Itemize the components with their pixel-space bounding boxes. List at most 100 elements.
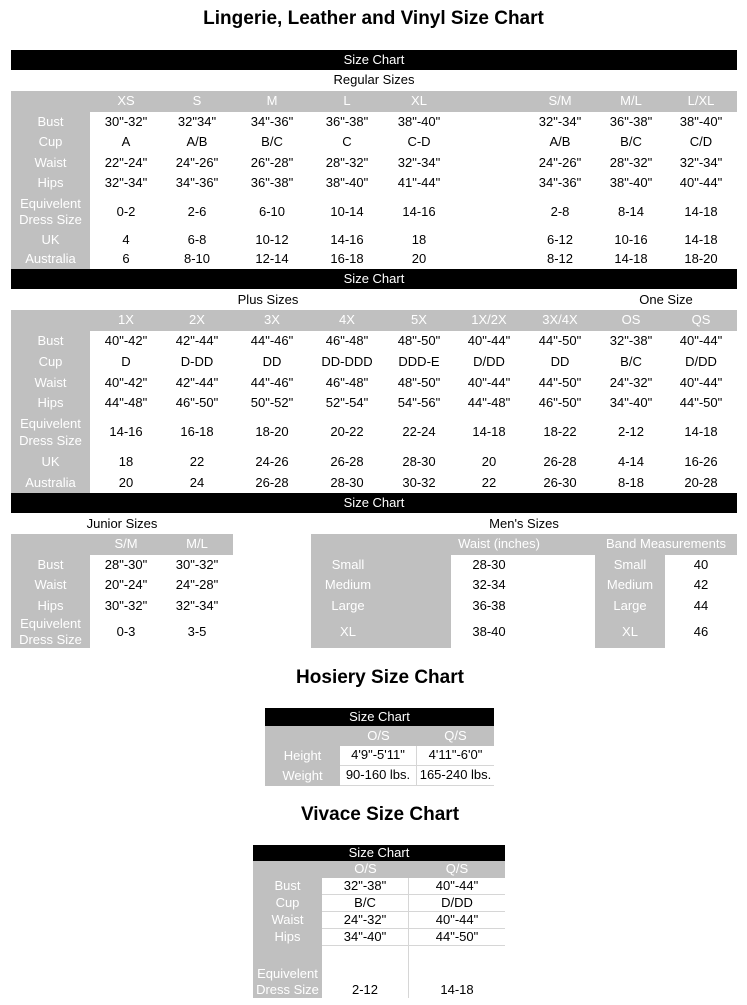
table-cell: D-DD xyxy=(180,354,214,370)
table-cell: 22 xyxy=(481,475,497,491)
table-cell: 40"-44" xyxy=(409,878,505,895)
table-cell: 44 xyxy=(693,597,709,613)
table-cell: C-D xyxy=(407,134,431,150)
table-cell: 42"-44" xyxy=(175,333,219,349)
table-cell: A xyxy=(121,134,131,150)
row-label: Hips xyxy=(274,929,301,945)
table-cell: 4'11"-6'0" xyxy=(417,746,494,766)
table-cell: 46 xyxy=(693,623,709,639)
table-cell: 16-26 xyxy=(684,454,718,470)
table-cell xyxy=(454,173,524,194)
table-cell: 38"-40" xyxy=(679,113,723,129)
table-cell: 14-18 xyxy=(614,251,648,267)
table-cell: 14-16 xyxy=(402,203,436,219)
table-cell: 52"-54" xyxy=(325,395,369,411)
table-cell: 44"-48" xyxy=(467,395,511,411)
table-cell: 46"-50" xyxy=(175,395,219,411)
table-cell: 36"-38" xyxy=(609,113,653,129)
table-cell: 24-26 xyxy=(255,454,289,470)
row-label: XL xyxy=(340,623,356,639)
table-cell: 54"-56" xyxy=(397,395,441,411)
mens-waist-column xyxy=(451,555,595,648)
table-cell: C xyxy=(342,134,352,150)
table-cell: 40"-42" xyxy=(104,333,148,349)
table-cell: 28"-32" xyxy=(609,154,653,170)
column-header: Q/S xyxy=(444,727,467,743)
table-cell: 36-38 xyxy=(472,597,506,613)
header-row-regular xyxy=(11,91,737,112)
table-cell: 36"-38" xyxy=(250,175,294,191)
table-cell: B/C xyxy=(620,134,642,150)
section-heading-regular: Regular Sizes xyxy=(333,72,415,88)
table-cell: 24"-28" xyxy=(175,577,219,593)
column-header-waist: Waist (inches) xyxy=(458,536,540,552)
column-header: S/M xyxy=(548,93,572,109)
table-cell: 16-18 xyxy=(180,424,214,440)
column-header: S xyxy=(192,93,202,109)
column-header: M/L xyxy=(620,93,642,109)
table-cell: 34"-36" xyxy=(250,113,294,129)
table-cell: 4'9"-5'11" xyxy=(340,746,417,766)
row-label: Waist xyxy=(34,154,67,170)
table-cell: 2-6 xyxy=(187,203,207,219)
table-cell: 14-18 xyxy=(472,424,506,440)
table-cell: 32"-38" xyxy=(609,333,653,349)
table-cell: 26-28 xyxy=(543,454,577,470)
table-cell: 18 xyxy=(118,454,134,470)
label-column-junior xyxy=(11,555,90,648)
table-cell: DD xyxy=(262,354,282,370)
row-label: Cup xyxy=(38,354,63,370)
label-column-vivace xyxy=(253,878,322,998)
table-cell: 20 xyxy=(411,251,427,267)
row-label: Equivelent Dress Size xyxy=(256,965,319,997)
column-header: XL xyxy=(411,93,427,109)
table-cell xyxy=(454,112,524,132)
size-chart-bar: Size Chart xyxy=(253,845,505,861)
table-cell: 26-28 xyxy=(330,454,364,470)
table-cell: 8-14 xyxy=(617,203,645,219)
table-cell: 32"34" xyxy=(177,113,217,129)
row-label: UK xyxy=(41,454,60,470)
table-cell xyxy=(454,132,524,153)
table-cell: 10-14 xyxy=(330,203,364,219)
table-cell xyxy=(454,194,524,230)
column-header: QS xyxy=(691,312,711,328)
row-label: Large xyxy=(613,597,647,613)
table-cell: 18-20 xyxy=(255,424,289,440)
table-cell: 22"-24" xyxy=(104,154,148,170)
section-heading-plus: Plus Sizes xyxy=(237,291,299,307)
row-label: Cup xyxy=(38,134,63,150)
table-cell: A/B xyxy=(549,134,571,150)
label-column-hosiery xyxy=(265,746,340,786)
table-cell: 20-28 xyxy=(684,475,718,491)
table-cell: 32"-34" xyxy=(679,154,723,170)
table-cell: 14-18 xyxy=(684,203,718,219)
table-cell: 14-18 xyxy=(684,424,718,440)
row-label: Hips xyxy=(37,175,64,191)
table-cell: 6-10 xyxy=(258,203,286,219)
table-cell: 28-30 xyxy=(402,454,436,470)
table-cell: 24"-32" xyxy=(609,374,653,390)
table-cell: 22-24 xyxy=(402,424,436,440)
table-cell: D xyxy=(121,354,131,370)
table-cell: 44"-46" xyxy=(250,374,294,390)
header-row-vivace xyxy=(253,861,505,878)
table-cell: 46"-48" xyxy=(325,333,369,349)
table-cell: 38"-40" xyxy=(325,175,369,191)
table-cell: 0-3 xyxy=(116,623,136,639)
table-cell: 44"-50" xyxy=(409,929,505,946)
table-cell: 6-8 xyxy=(187,231,207,247)
row-label: XL xyxy=(622,623,638,639)
table-cell: 8-12 xyxy=(546,251,574,267)
table-cell xyxy=(454,230,524,250)
table-cell: 2-8 xyxy=(550,203,570,219)
row-label: Small xyxy=(613,556,647,572)
table-cell: 40"-44" xyxy=(679,374,723,390)
header-row-plus xyxy=(11,310,737,331)
table-cell: 32"-38" xyxy=(322,878,409,895)
section-heading-one-size: One Size xyxy=(639,291,693,307)
column-header: S/M xyxy=(114,536,138,552)
table-cell: 22 xyxy=(189,454,205,470)
table-cell: B/C xyxy=(322,895,409,912)
